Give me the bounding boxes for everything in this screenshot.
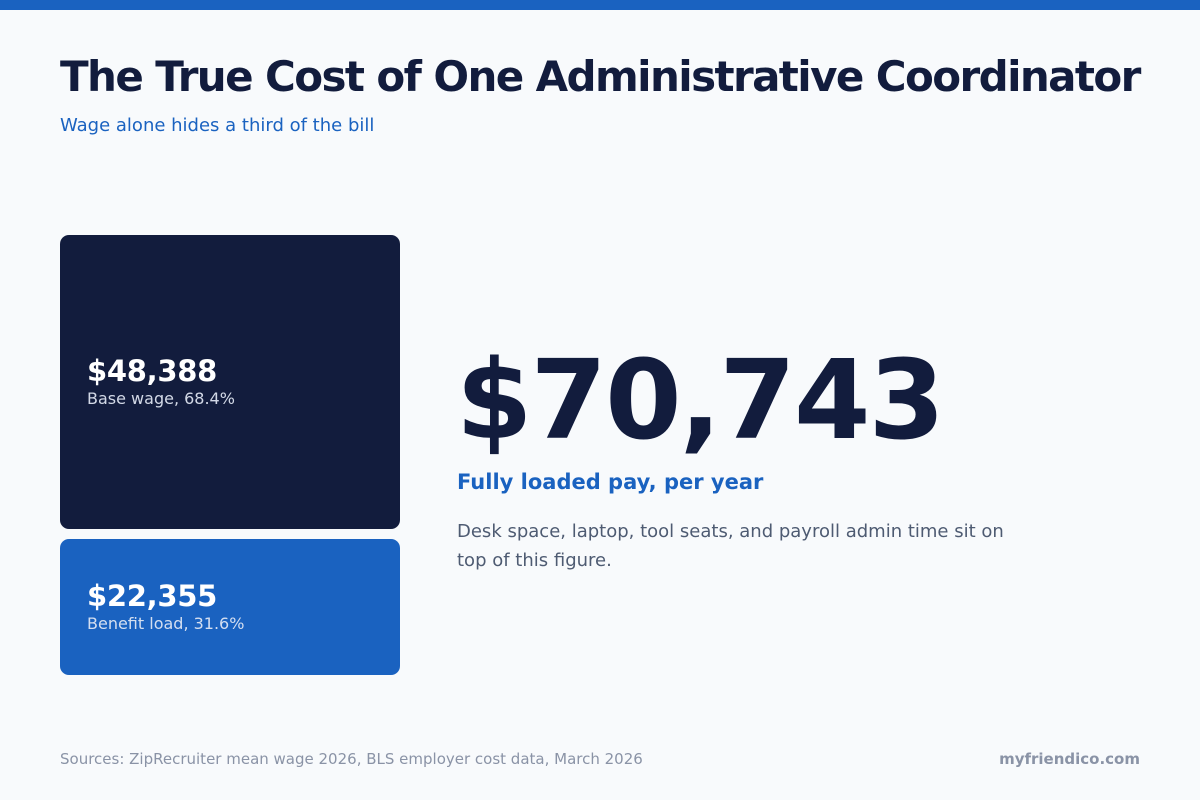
- brand-logo-text: myfriendico.com: [999, 750, 1140, 768]
- page-title: The True Cost of One Administrative Coor…: [60, 52, 1141, 101]
- page-subtitle: Wage alone hides a third of the bill: [60, 115, 375, 136]
- cost-note: Desk space, laptop, tool seats, and payr…: [457, 521, 1004, 571]
- total-cost-label: Fully loaded pay, per year: [457, 470, 764, 494]
- segment-value: $48,388: [87, 354, 217, 388]
- stacked-cost-bar: $48,388 Base wage, 68.4% $22,355 Benefit lo…: [60, 235, 400, 675]
- segment-label: Base wage, 68.4%: [87, 389, 235, 408]
- segment-benefit-load: $22,355 Benefit load, 31.6%: [60, 539, 400, 675]
- segment-label: Benefit load, 31.6%: [87, 614, 245, 633]
- sources-footnote: Sources: ZipRecruiter mean wage 2026, BL…: [60, 750, 643, 768]
- total-cost-value: $70,743: [456, 336, 945, 464]
- segment-value: $22,355: [87, 579, 217, 613]
- segment-base-wage: $48,388 Base wage, 68.4%: [60, 235, 400, 529]
- top-accent-bar: [0, 0, 1200, 10]
